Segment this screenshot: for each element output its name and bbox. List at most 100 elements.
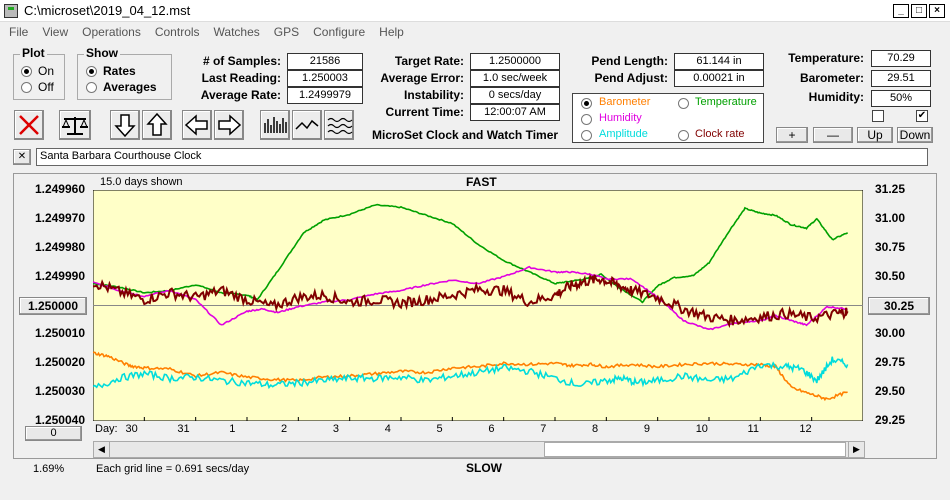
- offset-zero-button[interactable]: 0: [25, 426, 82, 441]
- scroll-thumb[interactable]: [544, 442, 846, 457]
- line-graph-icon: [295, 119, 319, 130]
- up-button[interactable]: Up: [857, 127, 893, 143]
- bar-graph-icon: [264, 117, 287, 133]
- menu-controls[interactable]: Controls: [154, 25, 200, 39]
- show-averages-label: Averages: [103, 80, 157, 94]
- wave-view-button[interactable]: [324, 110, 354, 140]
- wave-lines-icon: [327, 117, 353, 135]
- left-checkbox[interactable]: [872, 110, 884, 122]
- instability-label: Instability:: [403, 88, 464, 102]
- center-value-button[interactable]: 30.25: [868, 297, 930, 315]
- menu-configure[interactable]: Configure: [313, 25, 366, 39]
- scroll-left-icon[interactable]: ◀: [94, 442, 110, 457]
- samples-value: 21586: [287, 53, 363, 70]
- barometer-option-label: Barometer: [599, 96, 651, 108]
- pend-length-value: 61.144 in: [674, 53, 764, 70]
- current-time-label: Current Time:: [385, 105, 464, 119]
- window-title: C:\microset\2019_04_12.mst: [24, 3, 191, 18]
- amplitude-option-label: Amplitude: [599, 128, 648, 140]
- down-arrow-icon: [114, 114, 136, 138]
- pend-adjust-label: Pend Adjust:: [594, 71, 668, 85]
- days-shown-label: 15.0 days shown: [100, 176, 183, 188]
- current-time-value: 12:00:07 AM: [470, 104, 560, 121]
- grid-lines: [93, 305, 863, 421]
- amplitude-radio[interactable]: [581, 130, 592, 141]
- pend-adjust-value: 0.00021 in: [674, 70, 764, 87]
- menu-gps[interactable]: GPS: [273, 25, 300, 39]
- right-arrow-icon: [218, 114, 242, 136]
- menu-operations[interactable]: Operations: [82, 25, 141, 39]
- barometer-radio[interactable]: [581, 98, 592, 109]
- menu-help[interactable]: Help: [379, 25, 404, 39]
- humidity-value: 50%: [871, 90, 931, 107]
- plus-button[interactable]: +: [776, 127, 808, 143]
- clock-rate-option-label: Clock rate: [695, 128, 745, 140]
- arrow-left-button[interactable]: [182, 110, 212, 140]
- red-x-icon: [19, 115, 39, 135]
- arrow-right-button[interactable]: [214, 110, 244, 140]
- clock-name-field[interactable]: Santa Barbara Courthouse Clock: [36, 148, 928, 166]
- arrow-up-button[interactable]: [142, 110, 172, 140]
- plot-on-label: On: [38, 64, 55, 78]
- samples-label: # of Samples:: [202, 54, 281, 68]
- menu-view[interactable]: View: [42, 25, 69, 39]
- up-arrow-icon: [146, 112, 168, 136]
- title-bar: C:\microset\2019_04_12.mst _ □ ×: [0, 0, 950, 22]
- instability-value: 0 secs/day: [470, 87, 560, 104]
- close-window-button[interactable]: ×: [929, 4, 945, 18]
- right-checkbox[interactable]: ✔: [916, 110, 928, 122]
- clear-clock-button[interactable]: ✕: [13, 149, 31, 165]
- balance-scale-icon: [62, 117, 88, 135]
- average-error-value: 1.0 sec/week: [470, 70, 560, 87]
- percent-label: 1.69%: [33, 463, 65, 475]
- amplitude-series-line: [93, 356, 849, 390]
- humidity-radio[interactable]: [581, 114, 592, 125]
- show-rates-radio[interactable]: [86, 66, 97, 77]
- show-rates-label: Rates: [103, 64, 136, 78]
- target-rate-value: 1.2500000: [470, 53, 560, 70]
- clock-rate-radio[interactable]: [678, 130, 689, 141]
- series-lines: [93, 203, 849, 402]
- average-rate-value: 1.2499979: [287, 87, 363, 104]
- barometer-value: 29.51: [871, 70, 931, 87]
- line-view-button[interactable]: [292, 110, 322, 140]
- app-icon: [4, 4, 18, 18]
- down-button[interactable]: Down: [897, 127, 933, 143]
- arrow-down-button[interactable]: [110, 110, 140, 140]
- temperature-series-line: [93, 203, 849, 304]
- balance-button[interactable]: [59, 110, 91, 140]
- barometer-label: Barometer:: [799, 71, 864, 85]
- last-reading-value: 1.250003: [287, 70, 363, 87]
- minimize-button[interactable]: _: [893, 4, 909, 18]
- stop-button[interactable]: [14, 110, 44, 140]
- maximize-button[interactable]: □: [911, 4, 927, 18]
- show-averages-radio[interactable]: [86, 82, 97, 93]
- left-arrow-icon: [184, 114, 208, 136]
- time-scrollbar[interactable]: ◀ ▶: [93, 441, 865, 458]
- day-axis-label: Day:: [95, 423, 118, 435]
- minus-button[interactable]: —: [813, 127, 853, 143]
- target-rate-label: Target Rate:: [394, 54, 464, 68]
- scroll-right-icon[interactable]: ▶: [848, 442, 864, 457]
- bar-view-button[interactable]: [260, 110, 290, 140]
- plot-group-title: Plot: [20, 46, 47, 60]
- fast-label: FAST: [466, 175, 497, 189]
- slow-label: SLOW: [466, 461, 502, 475]
- pend-length-label: Pend Length:: [591, 54, 668, 68]
- temperature-option-label: Temperature: [695, 96, 757, 108]
- sensor-select-box: Barometer Temperature Humidity Amplitude…: [572, 93, 764, 143]
- show-group-title: Show: [84, 46, 120, 60]
- center-rate-button[interactable]: 1.250000: [19, 297, 87, 315]
- rate-series-line: [93, 273, 849, 329]
- plot-off-radio[interactable]: [21, 82, 32, 93]
- menu-file[interactable]: File: [9, 25, 29, 39]
- app-label: MicroSet Clock and Watch Timer: [372, 128, 559, 142]
- last-reading-label: Last Reading:: [201, 71, 281, 85]
- menu-watches[interactable]: Watches: [213, 25, 260, 39]
- plot-on-radio[interactable]: [21, 66, 32, 77]
- temperature-label: Temperature:: [788, 51, 864, 65]
- temperature-value: 70.29: [871, 50, 931, 67]
- show-group: [77, 54, 172, 100]
- temperature-radio[interactable]: [678, 98, 689, 109]
- rate-chart: [93, 190, 863, 421]
